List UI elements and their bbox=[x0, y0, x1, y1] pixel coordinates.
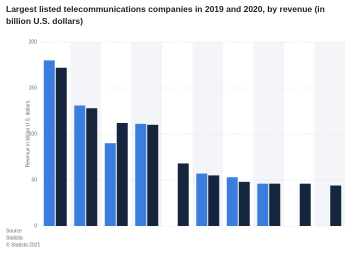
y-tick-label: 50 bbox=[31, 177, 37, 183]
bar bbox=[177, 163, 189, 226]
chart-title: Largest listed telecommunications compan… bbox=[6, 4, 325, 26]
bar bbox=[226, 177, 238, 226]
y-tick-label: 100 bbox=[29, 131, 38, 137]
bar bbox=[330, 185, 342, 226]
bar bbox=[196, 173, 208, 226]
bar bbox=[86, 108, 98, 226]
source-name: Statista bbox=[6, 235, 23, 241]
source-label: Source bbox=[6, 228, 22, 234]
bar bbox=[116, 122, 128, 226]
bar bbox=[147, 124, 159, 226]
bar bbox=[257, 183, 269, 226]
bar bbox=[104, 143, 116, 226]
bar bbox=[299, 183, 311, 226]
bar bbox=[269, 183, 281, 226]
y-tick-label: 150 bbox=[29, 85, 38, 91]
y-tick-label: 0 bbox=[34, 223, 37, 229]
title-box: Largest listed telecommunications compan… bbox=[6, 4, 325, 26]
bar bbox=[43, 60, 55, 227]
bar bbox=[55, 67, 67, 226]
bar bbox=[208, 175, 220, 226]
y-tick-label: 200 bbox=[29, 39, 38, 45]
bar bbox=[238, 181, 250, 226]
bar bbox=[74, 105, 86, 226]
copyright: © Statista 2021 bbox=[6, 241, 40, 248]
bar bbox=[135, 123, 147, 226]
y-axis-title: Revenue in billion U.S. dollars bbox=[25, 100, 31, 167]
